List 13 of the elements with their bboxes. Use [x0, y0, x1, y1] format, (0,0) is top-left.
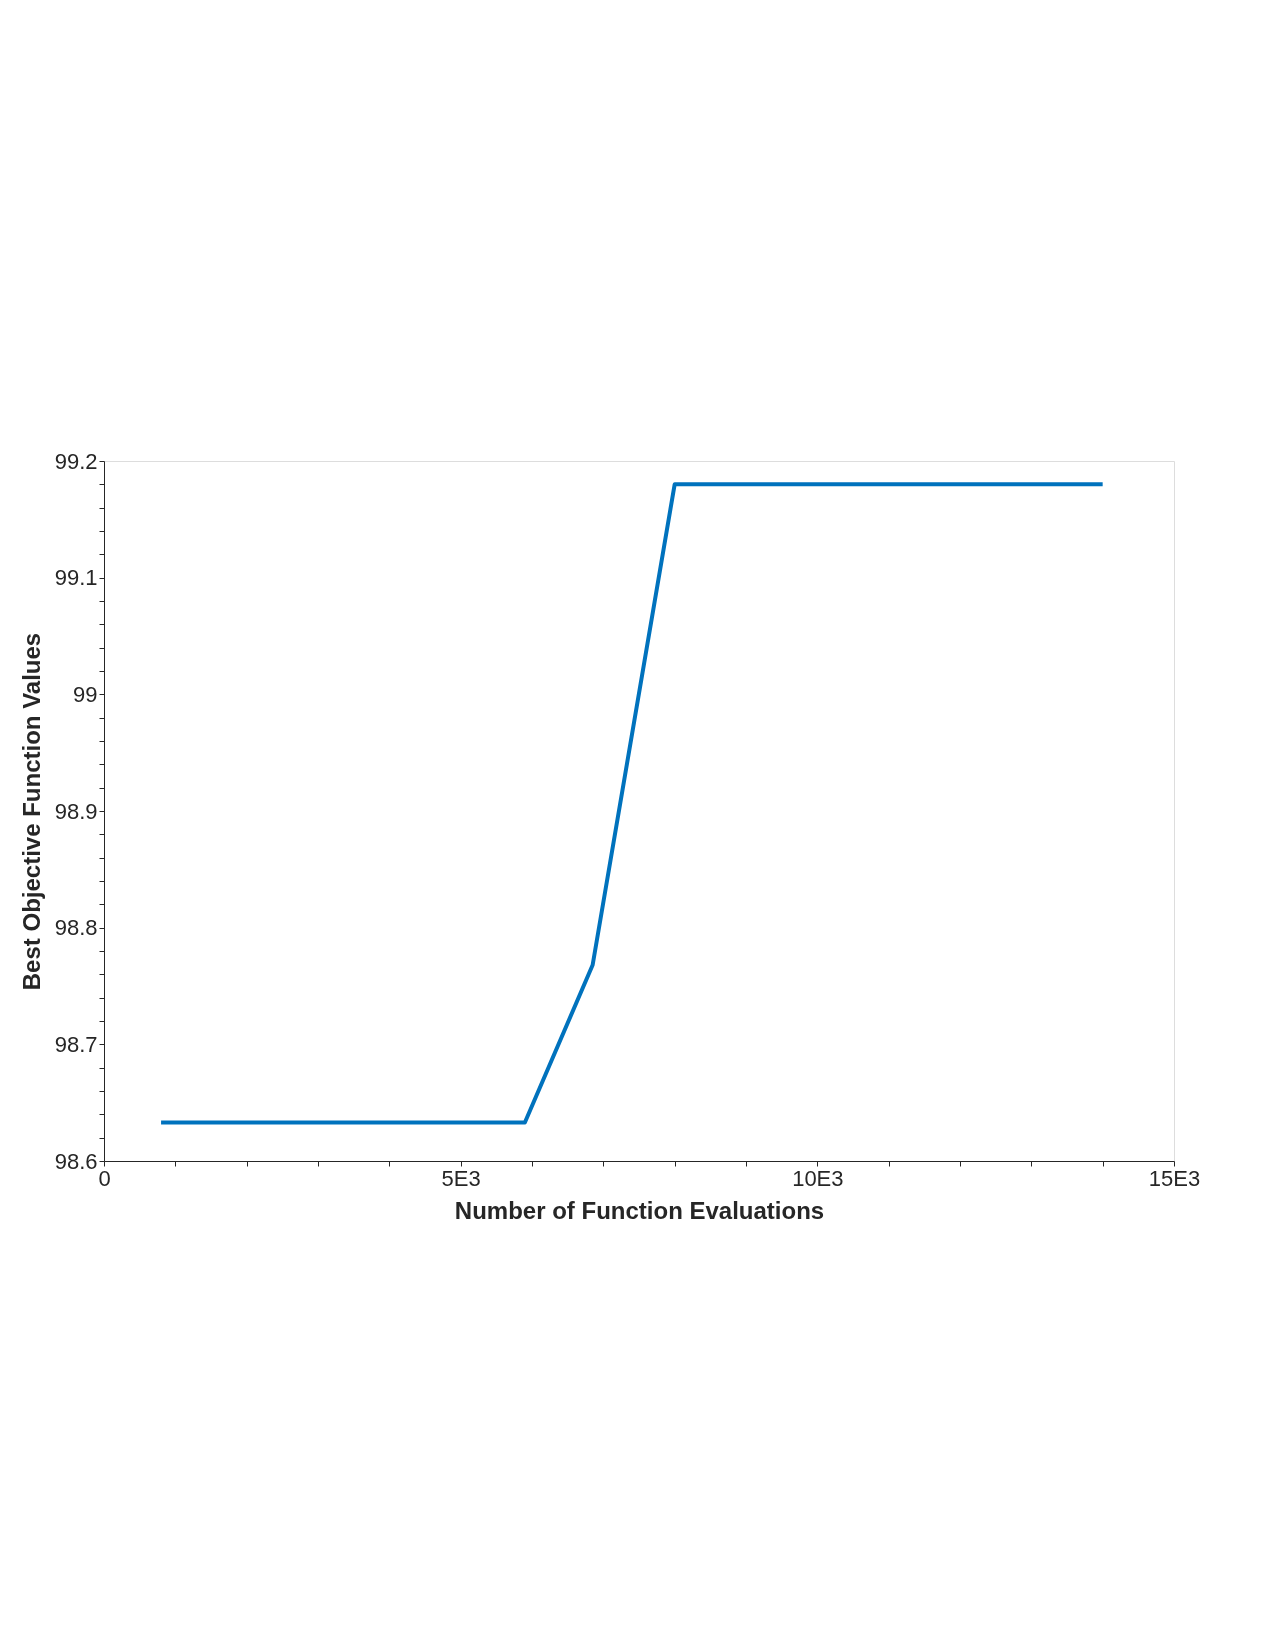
x-tick-label: 0 [98, 1165, 111, 1191]
x-tick-label: 15E3 [1148, 1165, 1201, 1191]
y-tick-label: 99.1 [54, 565, 98, 591]
x-tick-label: 5E3 [441, 1165, 481, 1191]
y-tick-label: 99 [73, 681, 98, 707]
y-axis-title: Best Objective Function Values [17, 632, 45, 991]
y-tick-label: 98.6 [54, 1148, 98, 1174]
y-tick-label: 99.2 [54, 448, 98, 474]
y-tick-label: 98.7 [54, 1031, 98, 1057]
x-tick-label: 10E3 [792, 1165, 844, 1191]
y-tick-label: 98.9 [54, 798, 98, 824]
y-tick-label: 98.8 [54, 915, 98, 941]
x-axis-title: Number of Function Evaluations [454, 1196, 825, 1224]
